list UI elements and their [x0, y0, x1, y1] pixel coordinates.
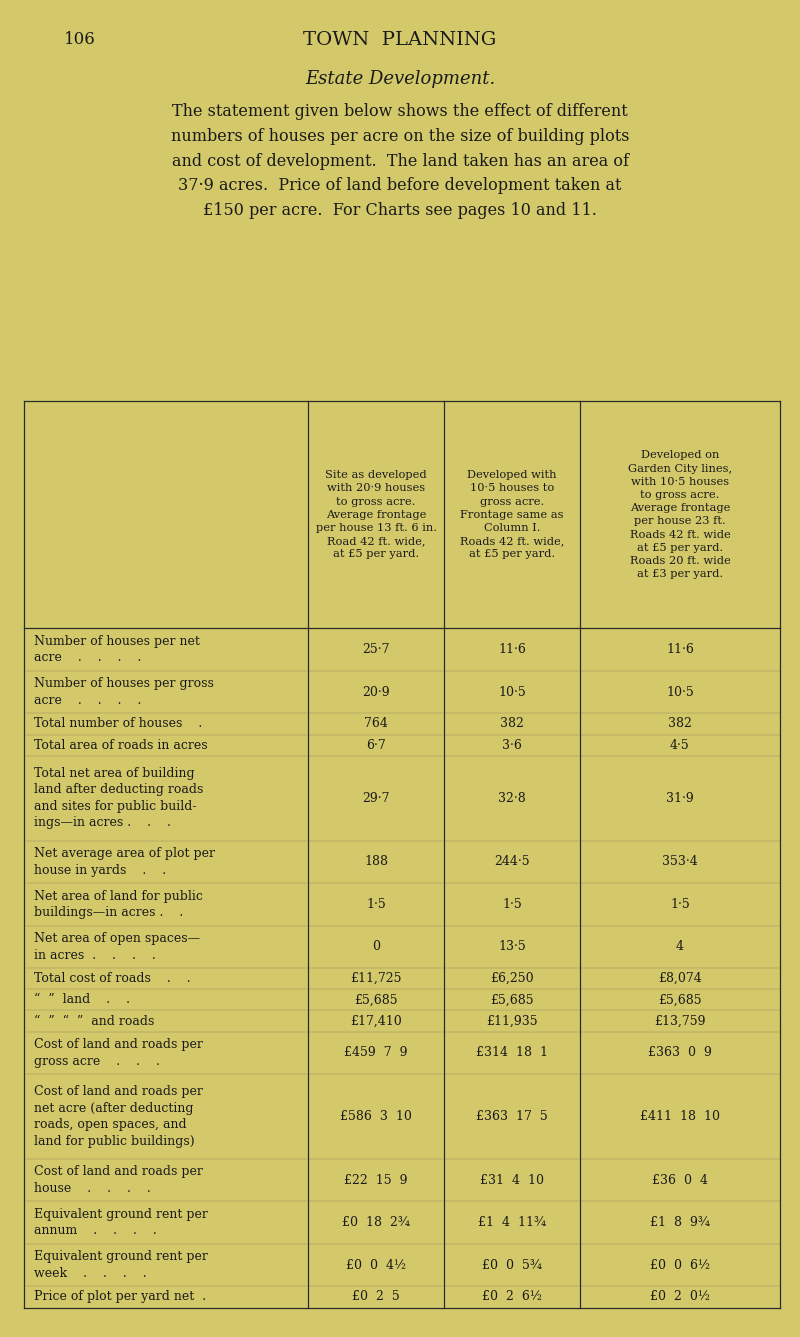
Text: “  ”  land    .    .: “ ” land . . — [34, 993, 130, 1007]
Text: £22  15  9: £22 15 9 — [344, 1174, 408, 1187]
Text: 32·8: 32·8 — [498, 792, 526, 805]
Text: £36  0  4: £36 0 4 — [652, 1174, 708, 1187]
Text: £0  2  6½: £0 2 6½ — [482, 1290, 542, 1304]
Text: Developed with
10·5 houses to
gross acre.
Frontage same as
Column I.
Roads 42 ft: Developed with 10·5 houses to gross acre… — [460, 471, 564, 559]
Text: 6·7: 6·7 — [366, 738, 386, 751]
Text: 13·5: 13·5 — [498, 940, 526, 953]
Text: £6,250: £6,250 — [490, 972, 534, 985]
Text: 29·7: 29·7 — [362, 792, 390, 805]
Text: £31  4  10: £31 4 10 — [480, 1174, 544, 1187]
Text: 1·5: 1·5 — [502, 898, 522, 910]
Text: 4: 4 — [676, 940, 684, 953]
Text: Estate Development.: Estate Development. — [305, 70, 495, 87]
Text: Net average area of plot per
house in yards    .    .: Net average area of plot per house in ya… — [34, 848, 214, 877]
Text: £0  2  0½: £0 2 0½ — [650, 1290, 710, 1304]
Text: Total cost of roads    .    .: Total cost of roads . . — [34, 972, 190, 985]
Text: £8,074: £8,074 — [658, 972, 702, 985]
Text: Cost of land and roads per
gross acre    .    .    .: Cost of land and roads per gross acre . … — [34, 1038, 202, 1068]
Text: 764: 764 — [364, 718, 388, 730]
Text: Total area of roads in acres: Total area of roads in acres — [34, 738, 207, 751]
Text: 10·5: 10·5 — [498, 686, 526, 698]
Text: 382: 382 — [668, 718, 692, 730]
Text: 11·6: 11·6 — [666, 643, 694, 656]
Text: Cost of land and roads per
house    .    .    .    .: Cost of land and roads per house . . . . — [34, 1166, 202, 1195]
Text: £1  4  11¾: £1 4 11¾ — [478, 1217, 546, 1229]
Text: £0  2  5: £0 2 5 — [352, 1290, 400, 1304]
Text: £5,685: £5,685 — [354, 993, 398, 1007]
Text: £459  7  9: £459 7 9 — [344, 1047, 408, 1059]
Text: £0  0  4½: £0 0 4½ — [346, 1258, 406, 1271]
Text: £5,685: £5,685 — [658, 993, 702, 1007]
Text: Equivalent ground rent per
annum    .    .    .    .: Equivalent ground rent per annum . . . . — [34, 1207, 207, 1238]
Text: The statement given below shows the effect of different
numbers of houses per ac: The statement given below shows the effe… — [170, 103, 630, 219]
Text: Net area of land for public
buildings—in acres .    .: Net area of land for public buildings—in… — [34, 889, 202, 919]
Text: Equivalent ground rent per
week    .    .    .    .: Equivalent ground rent per week . . . . — [34, 1250, 207, 1280]
Text: £363  0  9: £363 0 9 — [648, 1047, 712, 1059]
Text: TOWN  PLANNING: TOWN PLANNING — [303, 31, 497, 48]
Text: £0  0  6½: £0 0 6½ — [650, 1258, 710, 1271]
Text: Site as developed
with 20·9 houses
to gross acre.
Average frontage
per house 13 : Site as developed with 20·9 houses to gr… — [315, 471, 437, 559]
Text: £0  0  5¾: £0 0 5¾ — [482, 1258, 542, 1271]
Text: £363  17  5: £363 17 5 — [476, 1110, 548, 1123]
Text: 3·6: 3·6 — [502, 738, 522, 751]
Text: Total number of houses    .: Total number of houses . — [34, 718, 202, 730]
Text: 188: 188 — [364, 856, 388, 868]
Text: 1·5: 1·5 — [366, 898, 386, 910]
Text: £586  3  10: £586 3 10 — [340, 1110, 412, 1123]
Text: 1·5: 1·5 — [670, 898, 690, 910]
Text: Developed on
Garden City lines,
with 10·5 houses
to gross acre.
Average frontage: Developed on Garden City lines, with 10·… — [628, 451, 732, 579]
Text: “  ”  “  ”  and roads: “ ” “ ” and roads — [34, 1015, 154, 1028]
Text: £5,685: £5,685 — [490, 993, 534, 1007]
Text: £17,410: £17,410 — [350, 1015, 402, 1028]
Text: Total net area of building
land after deducting roads
and sites for public build: Total net area of building land after de… — [34, 767, 203, 829]
Text: 25·7: 25·7 — [362, 643, 390, 656]
Text: 106: 106 — [64, 31, 96, 48]
Text: 10·5: 10·5 — [666, 686, 694, 698]
Text: 11·6: 11·6 — [498, 643, 526, 656]
Text: Net area of open spaces—
in acres  .    .    .    .: Net area of open spaces— in acres . . . … — [34, 932, 200, 961]
Text: Price of plot per yard net  .: Price of plot per yard net . — [34, 1290, 206, 1304]
Text: 0: 0 — [372, 940, 380, 953]
Text: Number of houses per gross
acre    .    .    .    .: Number of houses per gross acre . . . . — [34, 678, 214, 707]
Text: 382: 382 — [500, 718, 524, 730]
Text: 353·4: 353·4 — [662, 856, 698, 868]
Text: £1  8  9¾: £1 8 9¾ — [650, 1217, 710, 1229]
Text: £11,725: £11,725 — [350, 972, 402, 985]
Text: 20·9: 20·9 — [362, 686, 390, 698]
Text: 31·9: 31·9 — [666, 792, 694, 805]
Text: £314  18  1: £314 18 1 — [476, 1047, 548, 1059]
Text: 4·5: 4·5 — [670, 738, 690, 751]
Text: 244·5: 244·5 — [494, 856, 530, 868]
Text: £411  18  10: £411 18 10 — [640, 1110, 720, 1123]
Text: £13,759: £13,759 — [654, 1015, 706, 1028]
Text: Number of houses per net
acre    .    .    .    .: Number of houses per net acre . . . . — [34, 635, 199, 664]
Text: £0  18  2¾: £0 18 2¾ — [342, 1217, 410, 1229]
Text: £11,935: £11,935 — [486, 1015, 538, 1028]
Text: Cost of land and roads per
net acre (after deducting
roads, open spaces, and
lan: Cost of land and roads per net acre (aft… — [34, 1086, 202, 1147]
